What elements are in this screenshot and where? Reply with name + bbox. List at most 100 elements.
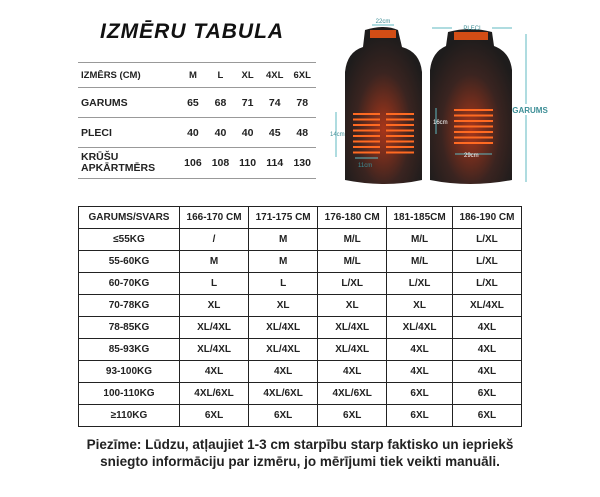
front-heating-pads bbox=[353, 113, 414, 154]
cell: 71 bbox=[234, 87, 262, 118]
size-cell: XL/4XL bbox=[178, 338, 250, 361]
header-cell: 181-185CM bbox=[386, 206, 453, 229]
weight-label: ≥110KG bbox=[78, 404, 180, 427]
header-cell: XL bbox=[234, 62, 262, 88]
header-cell: 6XL bbox=[288, 62, 316, 88]
weight-label: 60-70KG bbox=[78, 272, 180, 295]
cell: 114 bbox=[261, 147, 289, 179]
note-line: Piezīme: Lūdzu, atļaujiet 1-3 cm starpīb… bbox=[86, 437, 514, 452]
size-cell: 4XL bbox=[386, 360, 453, 383]
back-width-dimension: 29cm bbox=[464, 153, 479, 159]
table-header-row: GARUMS/SVARS 166-170 CM 171-175 CM 176-180 … bbox=[78, 206, 523, 229]
header-cell: 186-190 CM bbox=[451, 206, 523, 229]
size-cell: 4XL bbox=[178, 360, 250, 383]
size-cell: 6XL bbox=[248, 404, 319, 427]
table-row: PLECI 40 40 40 45 48 bbox=[78, 117, 316, 148]
size-cell: XL/4XL bbox=[386, 316, 453, 339]
back-collar-heater bbox=[454, 32, 488, 40]
back-height-dimension: 16cm bbox=[433, 120, 448, 126]
table-row: 78-85KG XL/4XL XL/4XL XL/4XL XL/4XL 4XL bbox=[78, 316, 523, 339]
table-row: 70-78KG XL XL XL XL XL/4XL bbox=[78, 294, 523, 317]
size-cell: M bbox=[248, 228, 319, 251]
table-row: ≥110KG 6XL 6XL 6XL 6XL 6XL bbox=[78, 404, 523, 427]
size-cell: XL bbox=[178, 294, 250, 317]
weight-label: 93-100KG bbox=[78, 360, 180, 383]
size-cell: 4XL bbox=[451, 338, 523, 361]
size-cell: XL/4XL bbox=[248, 316, 319, 339]
size-cell: L/XL bbox=[317, 272, 388, 295]
size-cell: M bbox=[178, 250, 250, 273]
header-cell: GARUMS/SVARS bbox=[78, 206, 180, 229]
table-row: ≤55KG / M M/L M/L L/XL bbox=[78, 228, 523, 251]
header-cell: 4XL bbox=[261, 62, 289, 88]
note-line: sniegto informāciju par izmēru, jo mērīj… bbox=[100, 454, 500, 469]
front-width-dimension: 11cm bbox=[358, 163, 372, 169]
cell: 110 bbox=[234, 147, 262, 179]
row-label: KRŪŠU APKĀRTMĒRS bbox=[78, 147, 180, 179]
weight-label: 100-110KG bbox=[78, 382, 180, 405]
size-cell: 4XL/6XL bbox=[248, 382, 319, 405]
size-cell: 4XL/6XL bbox=[178, 382, 250, 405]
size-cell: M bbox=[248, 250, 319, 273]
table-row: 93-100KG 4XL 4XL 4XL 4XL 4XL bbox=[78, 360, 523, 383]
size-cell: L/XL bbox=[386, 272, 453, 295]
header-cell: L bbox=[206, 62, 235, 88]
weight-label: 78-85KG bbox=[78, 316, 180, 339]
cell: 78 bbox=[288, 87, 316, 118]
size-cell: 4XL/6XL bbox=[317, 382, 388, 405]
size-cell: XL bbox=[248, 294, 319, 317]
length-label-background bbox=[512, 104, 548, 115]
cell: 65 bbox=[179, 87, 207, 118]
size-cell: XL bbox=[317, 294, 388, 317]
cell: 130 bbox=[288, 147, 316, 179]
chart-title: IZMĒRU TABULA bbox=[100, 20, 285, 43]
size-cell: 4XL bbox=[248, 360, 319, 383]
vest-diagram: 22cm PLECI GARUMS 14cm 11cm 16cm 29cm bbox=[330, 19, 548, 184]
cell: 45 bbox=[261, 117, 289, 148]
header-cell: 171-175 CM bbox=[248, 206, 319, 229]
size-cell: L bbox=[178, 272, 250, 295]
size-cell: 4XL bbox=[386, 338, 453, 361]
size-cell: XL/4XL bbox=[451, 294, 523, 317]
cell: 74 bbox=[261, 87, 289, 118]
weight-label: 55-60KG bbox=[78, 250, 180, 273]
back-vest-image bbox=[430, 29, 512, 184]
row-label: PLECI bbox=[78, 117, 180, 148]
label-line: APKĀRTMĒRS bbox=[81, 162, 156, 174]
cell: 40 bbox=[179, 117, 207, 148]
size-cell: 4XL bbox=[317, 360, 388, 383]
cell: 108 bbox=[206, 147, 235, 179]
size-cell: 4XL bbox=[451, 360, 523, 383]
fit-table: GARUMS/SVARS 166-170 CM 171-175 CM 176-180 … bbox=[78, 206, 523, 427]
label-line: KRŪŠU bbox=[81, 151, 119, 163]
size-cell: M/L bbox=[317, 250, 388, 273]
length-dimension: GARUMS bbox=[512, 106, 548, 115]
size-cell: 4XL bbox=[451, 316, 523, 339]
weight-label: 85-93KG bbox=[78, 338, 180, 361]
measurement-table: IZMĒRS (CM) M L XL 4XL 6XL GARUMS 65 68 … bbox=[78, 62, 316, 179]
size-cell: 6XL bbox=[451, 382, 523, 405]
size-cell: / bbox=[178, 228, 250, 251]
cell: 40 bbox=[234, 117, 262, 148]
size-cell: 6XL bbox=[451, 404, 523, 427]
size-cell: 6XL bbox=[386, 382, 453, 405]
weight-label: 70-78KG bbox=[78, 294, 180, 317]
back-heating-pad bbox=[454, 109, 493, 144]
cell: 48 bbox=[288, 117, 316, 148]
size-cell: XL/4XL bbox=[178, 316, 250, 339]
front-vest-image bbox=[345, 27, 422, 184]
note: Piezīme: Lūdzu, atļaujiet 1-3 cm starpīb… bbox=[60, 436, 540, 470]
collar-heater bbox=[370, 30, 396, 38]
row-label: GARUMS bbox=[78, 87, 180, 118]
size-cell: L/XL bbox=[451, 228, 523, 251]
table-row: 85-93KG XL/4XL XL/4XL XL/4XL 4XL 4XL bbox=[78, 338, 523, 361]
table-row: GARUMS 65 68 71 74 78 bbox=[78, 87, 316, 118]
size-cell: 6XL bbox=[178, 404, 250, 427]
size-cell: XL/4XL bbox=[317, 316, 388, 339]
table-row: KRŪŠU APKĀRTMĒRS 106 108 110 114 130 bbox=[78, 147, 316, 179]
header-cell: M bbox=[179, 62, 207, 88]
header-cell: 176-180 CM bbox=[317, 206, 388, 229]
cell: 68 bbox=[206, 87, 235, 118]
size-cell: L/XL bbox=[451, 272, 523, 295]
